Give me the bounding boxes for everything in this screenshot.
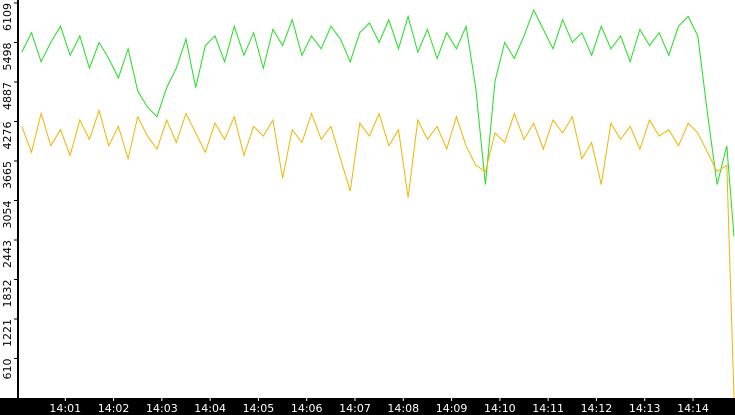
x-tick-label: 14:03	[146, 402, 178, 415]
x-axis-bar	[0, 398, 735, 415]
x-tick-label: 14:08	[387, 402, 419, 415]
x-tick-label: 14:05	[243, 402, 275, 415]
y-tick-label: 3054	[1, 201, 14, 229]
x-tick-label: 14:11	[532, 402, 564, 415]
y-tick-label: 1832	[1, 280, 14, 308]
y-tick-label: 4887	[1, 82, 14, 110]
y-tick-label: 1221	[1, 319, 14, 347]
x-tick-label: 14:07	[339, 402, 371, 415]
x-tick-label: 14:09	[436, 402, 468, 415]
y-tick-label: 5498	[1, 43, 14, 71]
series-line	[21, 8, 735, 237]
series-line	[21, 108, 735, 399]
y-tick-label: 610	[1, 359, 14, 380]
x-tick-label: 14:06	[291, 402, 323, 415]
x-tick-label: 14:04	[194, 402, 226, 415]
y-tick-label: 3665	[1, 161, 14, 189]
x-tick-label: 14:02	[98, 402, 130, 415]
y-tick-label: 4276	[1, 122, 14, 150]
y-tick-label: 2443	[1, 240, 14, 268]
x-tick-label: 14:14	[677, 402, 709, 415]
x-tick-label: 14:10	[484, 402, 516, 415]
x-tick-label: 14:12	[581, 402, 613, 415]
x-tick-label: 14:13	[629, 402, 661, 415]
y-tick-label: 6109	[1, 3, 14, 31]
x-tick-label: 14:01	[49, 402, 81, 415]
